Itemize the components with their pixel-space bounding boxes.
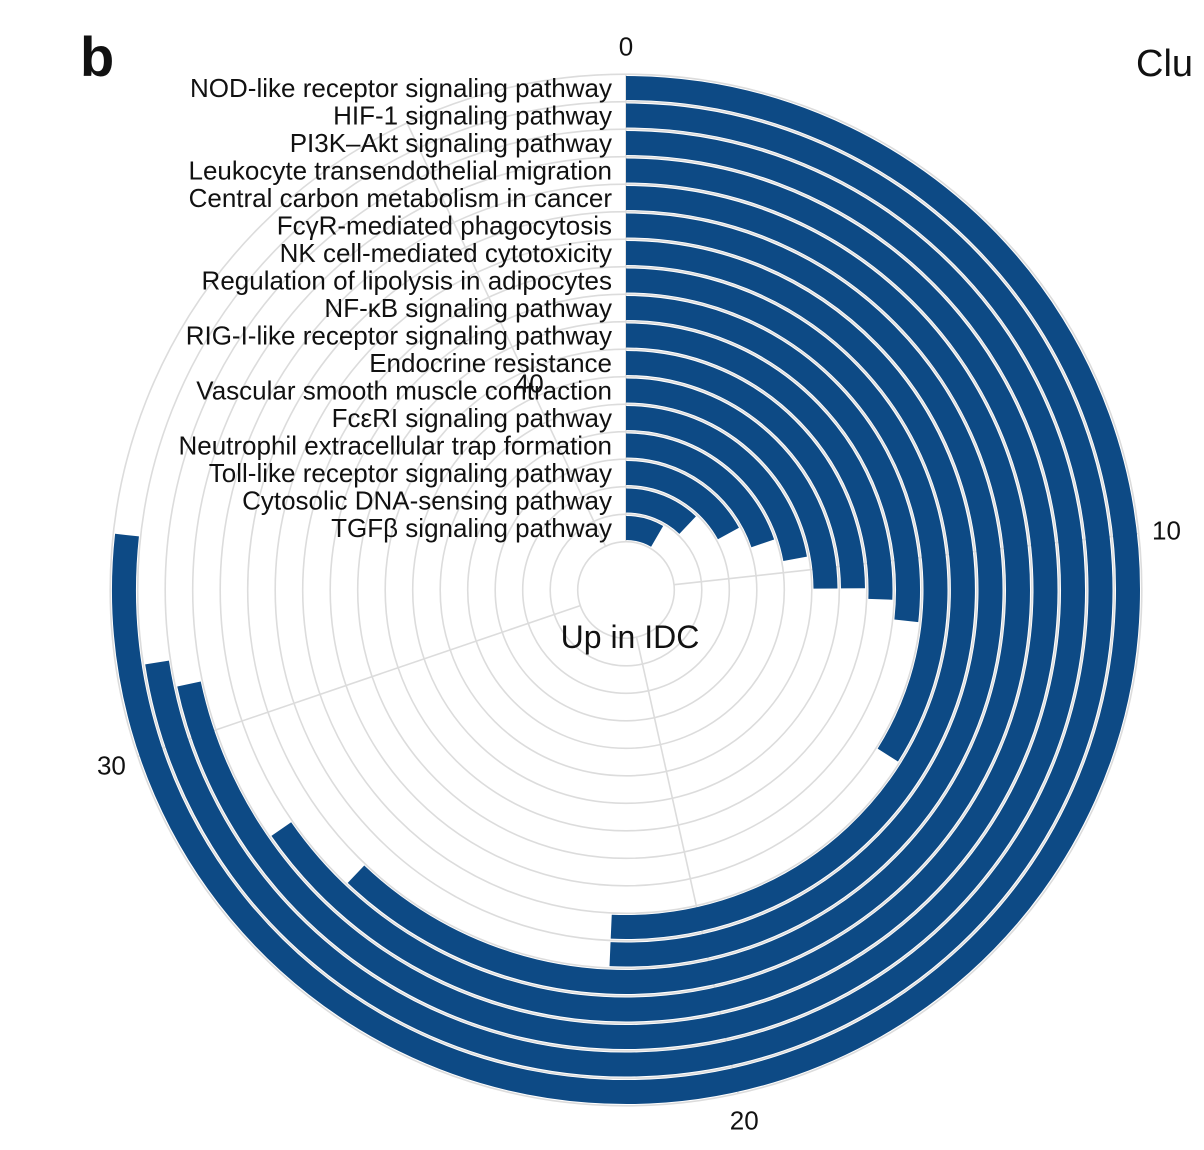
bar-9 — [625, 296, 920, 623]
tick-label: 20 — [730, 1106, 759, 1136]
tick-label: 30 — [97, 751, 126, 781]
category-label: Vascular smooth muscle contraction — [196, 376, 612, 406]
bar-11 — [625, 351, 865, 589]
category-label: Cytosolic DNA-sensing pathway — [242, 486, 612, 516]
category-label: Regulation of lipolysis in adipocytes — [202, 266, 612, 296]
category-label: NK cell-mediated cytotoxicity — [280, 238, 612, 268]
angular-tick-labels: 0 10 20 30 40 — [97, 31, 1181, 1135]
category-label: HIF-1 signaling pathway — [333, 101, 612, 131]
bar-16 — [625, 488, 696, 535]
category-labels: NOD-like receptor signaling pathwayHIF-1… — [178, 73, 612, 543]
bar-14 — [625, 433, 775, 548]
bar-7 — [610, 241, 975, 939]
tick-label: 40 — [515, 369, 544, 399]
category-label: Central carbon metabolism in cancer — [189, 183, 613, 213]
panel-label: b — [80, 25, 114, 88]
category-label: FcεRI signaling pathway — [332, 403, 612, 433]
bar-17 — [625, 516, 664, 548]
category-label: Leukocyte transendothelial migration — [189, 156, 612, 186]
category-label: RIG-I-like receptor signaling pathway — [186, 321, 612, 351]
category-label: Toll-like receptor signaling pathway — [209, 458, 612, 488]
tick-label: 10 — [1152, 516, 1181, 546]
bar-3 — [177, 131, 1085, 1049]
tick-label: 0 — [619, 31, 633, 61]
bar-8 — [625, 268, 948, 762]
category-label: Endocrine resistance — [369, 348, 612, 378]
bars — [112, 76, 1140, 1104]
category-label: PI3K–Akt signaling pathway — [290, 128, 612, 158]
bar-6 — [609, 213, 1003, 967]
bar-10 — [625, 323, 893, 600]
bar-12 — [625, 378, 838, 589]
grid-spoke — [406, 122, 607, 547]
category-label: NOD-like receptor signaling pathway — [190, 73, 612, 103]
category-label: NF-κB signaling pathway — [324, 293, 612, 323]
corner-title-fragment: Clu — [1136, 43, 1193, 85]
bar-13 — [625, 406, 807, 562]
category-label: Neutrophil extracellular trap formation — [178, 431, 612, 461]
category-label: FcγR-mediated phagocytosis — [277, 211, 612, 241]
bar-2 — [145, 103, 1113, 1077]
bar-5 — [347, 186, 1030, 994]
center-label: Up in IDC — [561, 619, 700, 655]
category-label: TGFβ signaling pathway — [331, 513, 612, 543]
bar-1 — [112, 76, 1140, 1104]
grid-circle — [109, 73, 1143, 1107]
bar-15 — [625, 461, 739, 540]
bar-4 — [271, 158, 1058, 1022]
